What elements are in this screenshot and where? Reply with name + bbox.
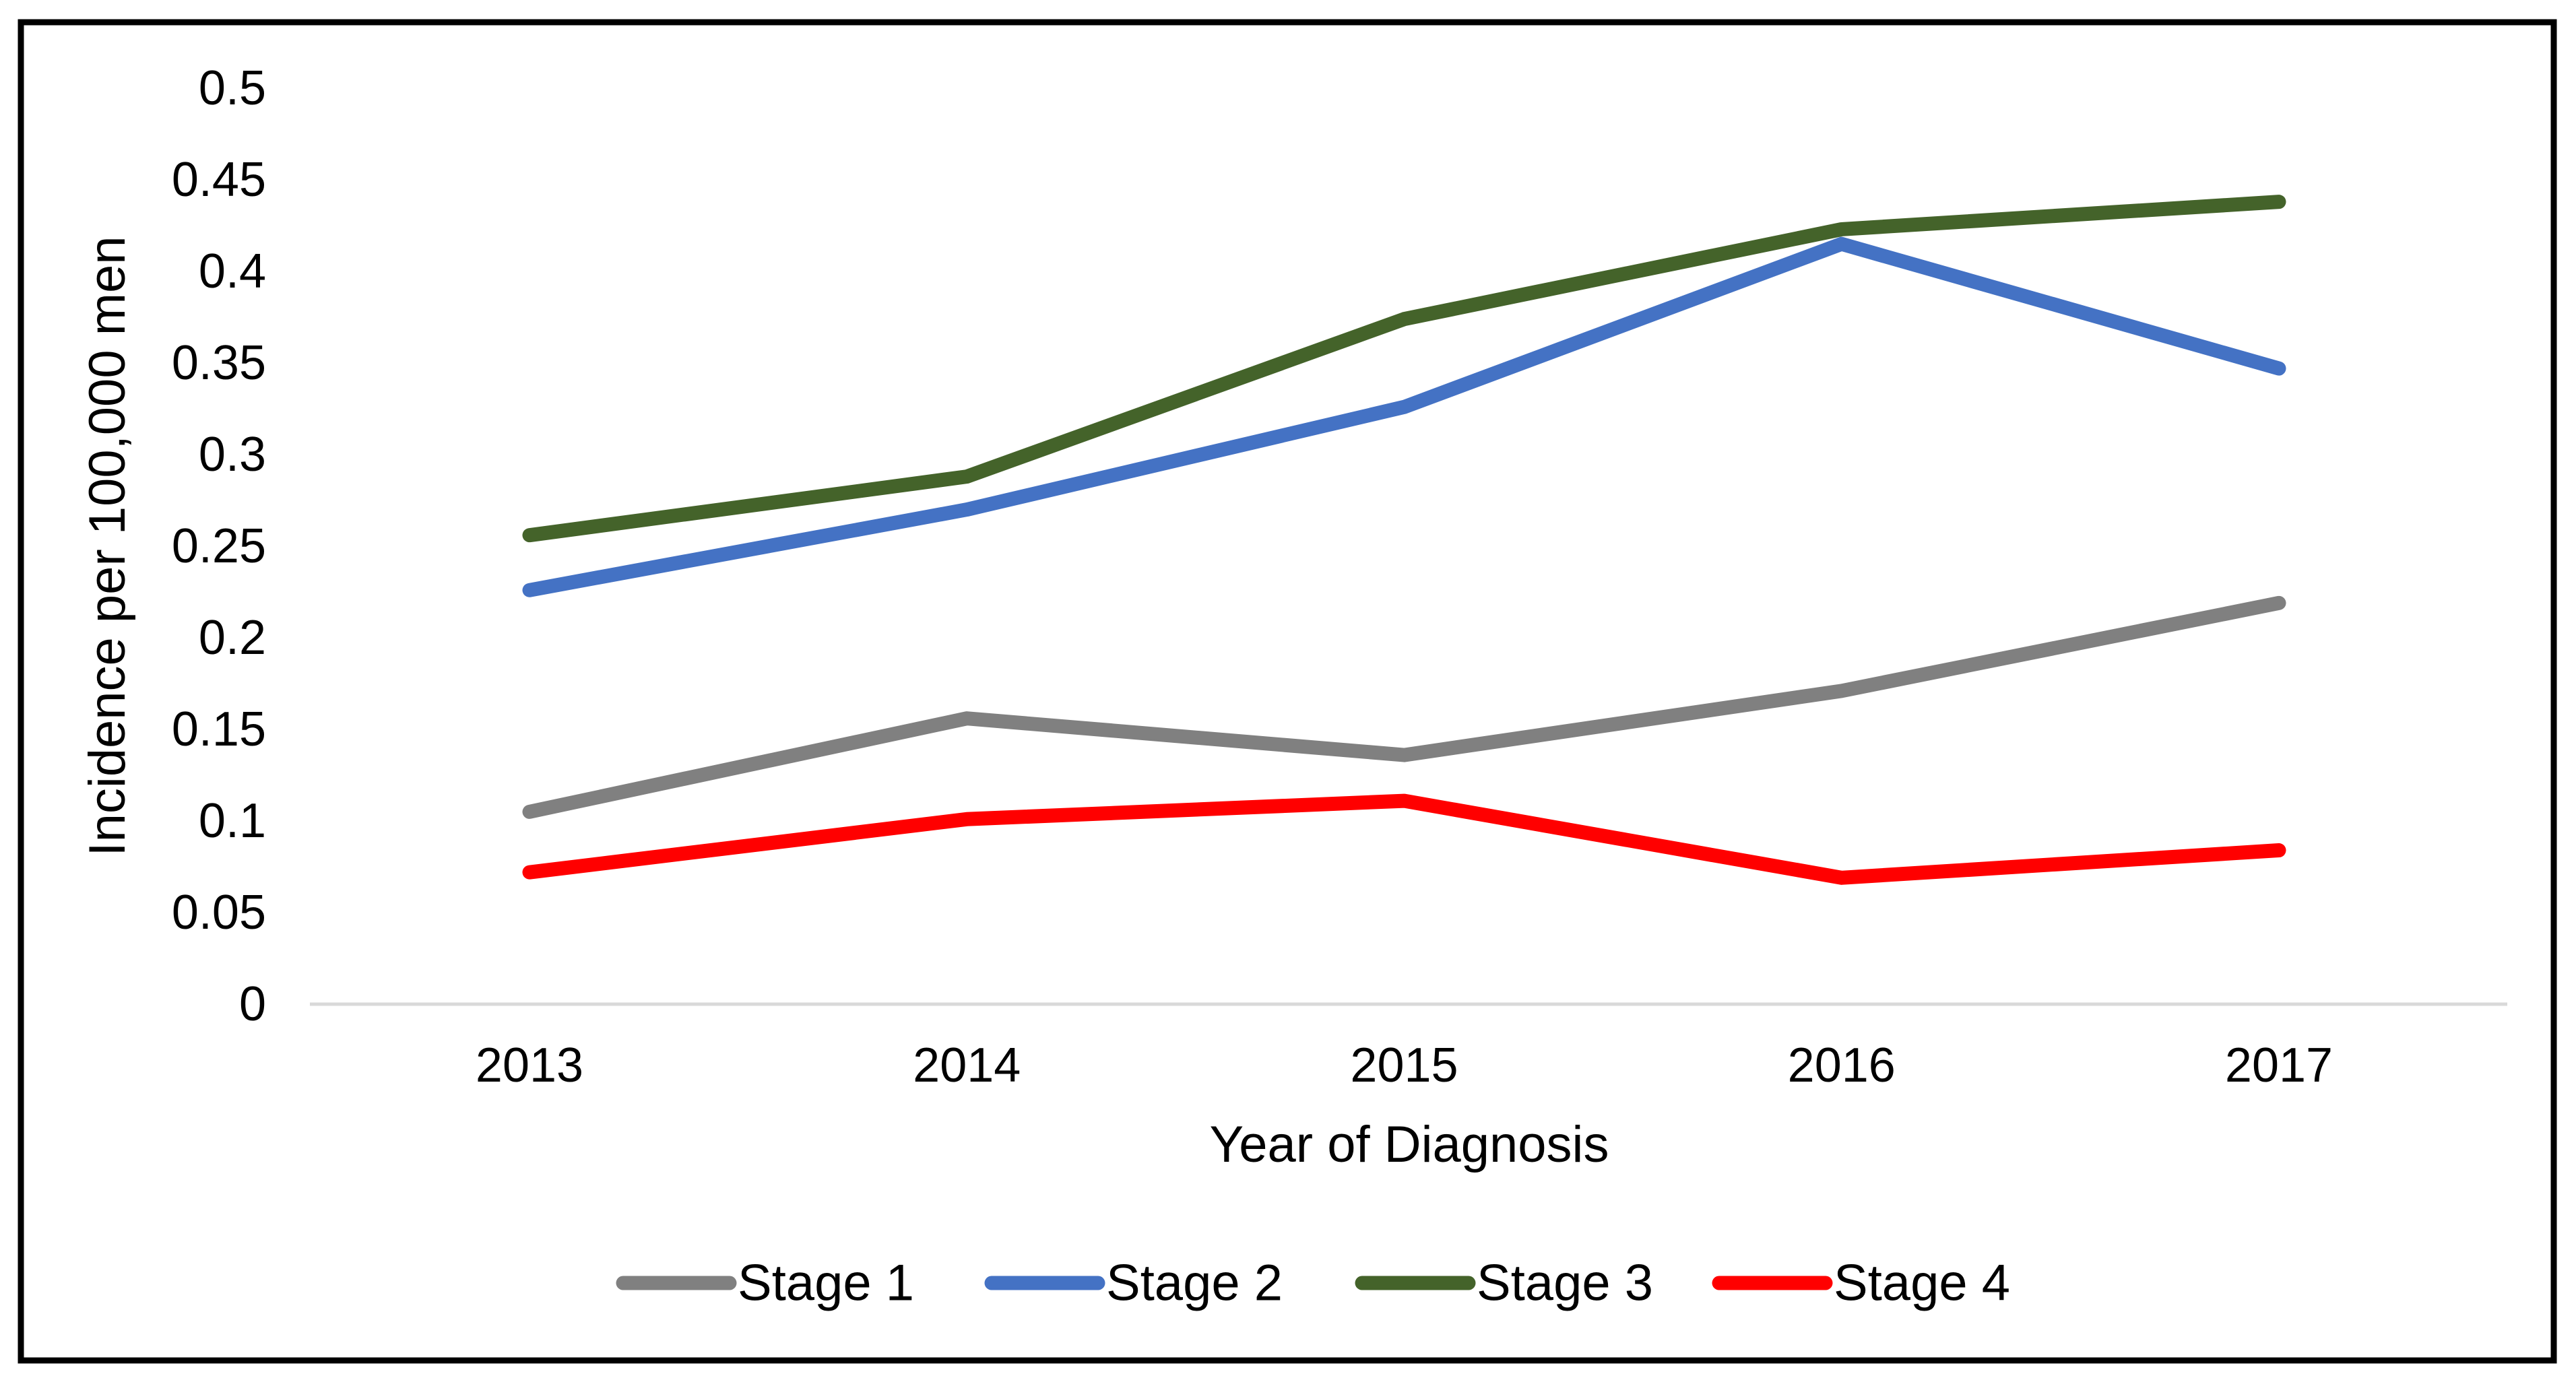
y-tick-label: 0 [239,977,266,1031]
y-tick-label: 0.5 [199,61,266,115]
x-tick-label: 2016 [1788,1039,1896,1092]
y-tick-label: 0.35 [172,336,266,390]
y-axis-title: Incidence per 100,000 men [79,236,136,856]
y-tick-label: 0.3 [199,428,266,482]
legend-label-stage-3: Stage 3 [1477,1255,1653,1312]
y-tick-label: 0.25 [172,519,266,573]
y-tick-label: 0.2 [199,611,266,665]
x-tick-label: 2013 [476,1039,583,1092]
x-tick-label: 2014 [913,1039,1021,1092]
x-axis-title: Year of Diagnosis [1210,1116,1609,1173]
y-tick-label: 0.1 [199,794,266,848]
legend-label-stage-1: Stage 1 [738,1255,914,1312]
series-line-stage-2 [522,236,2286,597]
y-tick-label: 0.4 [199,244,266,298]
series-lines [522,195,2286,885]
figure-border [18,19,2557,1364]
y-tick-label: 0.05 [172,886,266,940]
y-tick-label: 0.15 [172,702,266,756]
legend-label-stage-2: Stage 2 [1106,1255,1283,1312]
y-tick-label: 0.45 [172,153,266,207]
x-tick-label: 2017 [2225,1039,2333,1092]
x-tick-label: 2015 [1350,1039,1458,1092]
series-line-stage-4 [522,793,2286,885]
legend-label-stage-4: Stage 4 [1834,1255,2010,1312]
y-axis-ticks: 0 0.05 0.1 0.15 0.2 0.25 0.3 0.35 0.4 0.45 0.5 [172,61,266,1031]
series-line-stage-1 [522,595,2286,819]
x-axis-ticks: 2013 2014 2015 2016 2017 [476,1039,2333,1092]
series-line-stage-3 [522,195,2286,543]
legend: Stage 1 Stage 2 Stage 3 Stage 4 [616,1255,2010,1312]
